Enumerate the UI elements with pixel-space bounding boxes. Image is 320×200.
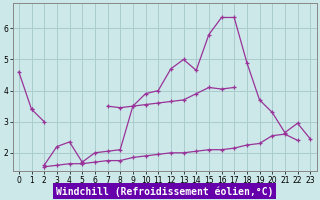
X-axis label: Windchill (Refroidissement éolien,°C): Windchill (Refroidissement éolien,°C): [56, 186, 273, 197]
